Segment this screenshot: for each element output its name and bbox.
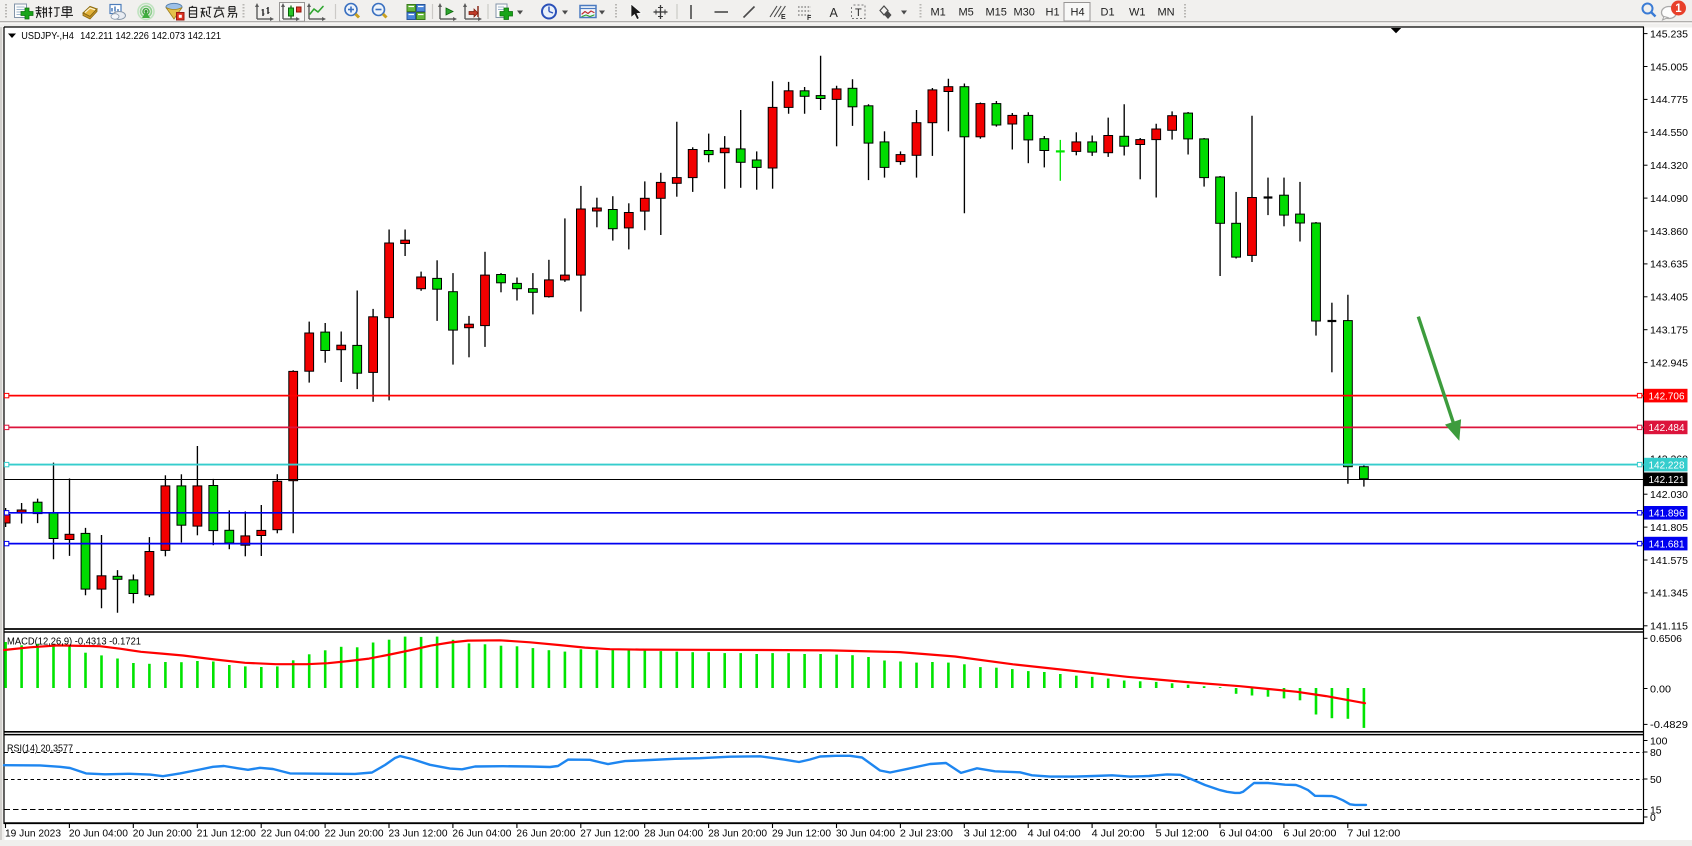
svg-text:141.805: 141.805 bbox=[1650, 522, 1688, 534]
svg-text:143.175: 143.175 bbox=[1650, 325, 1688, 337]
svg-text:144.775: 144.775 bbox=[1650, 94, 1688, 106]
svg-text:141.896: 141.896 bbox=[1649, 508, 1685, 520]
svg-text:MN: MN bbox=[1158, 7, 1175, 19]
svg-text:20 Jun 04:00: 20 Jun 04:00 bbox=[69, 828, 128, 840]
svg-text:142.121: 142.121 bbox=[1649, 474, 1685, 486]
svg-text:141.681: 141.681 bbox=[1649, 538, 1685, 550]
svg-text:M1: M1 bbox=[931, 7, 946, 19]
svg-text:142.211 142.226 142.073 142.12: 142.211 142.226 142.073 142.121 bbox=[80, 30, 221, 42]
svg-text:142.228: 142.228 bbox=[1649, 459, 1685, 471]
svg-text:50: 50 bbox=[1650, 774, 1662, 786]
svg-text:M30: M30 bbox=[1014, 7, 1035, 19]
svg-text:4 Jul 20:00: 4 Jul 20:00 bbox=[1092, 828, 1145, 840]
svg-text:RSI(14) 20.3577: RSI(14) 20.3577 bbox=[7, 743, 73, 755]
svg-text:D1: D1 bbox=[1101, 7, 1115, 19]
svg-text:15: 15 bbox=[1650, 804, 1662, 816]
svg-text:5 Jul 12:00: 5 Jul 12:00 bbox=[1156, 828, 1209, 840]
svg-text:145.005: 145.005 bbox=[1650, 61, 1688, 73]
svg-text:0.00: 0.00 bbox=[1650, 683, 1671, 695]
svg-text:19 Jun 2023: 19 Jun 2023 bbox=[5, 828, 61, 840]
svg-text:30 Jun 04:00: 30 Jun 04:00 bbox=[836, 828, 895, 840]
svg-text:0.6506: 0.6506 bbox=[1650, 633, 1682, 645]
svg-text:143.405: 143.405 bbox=[1650, 292, 1688, 304]
svg-text:6 Jul 20:00: 6 Jul 20:00 bbox=[1283, 828, 1336, 840]
svg-text:142.945: 142.945 bbox=[1650, 357, 1688, 369]
svg-text:M5: M5 bbox=[959, 7, 974, 19]
svg-text:E: E bbox=[781, 14, 786, 21]
svg-text:22 Jun 04:00: 22 Jun 04:00 bbox=[261, 828, 320, 840]
svg-text:80: 80 bbox=[1650, 747, 1662, 759]
svg-text:MACD(12,26,9) -0.4313 -0.1721: MACD(12,26,9) -0.4313 -0.1721 bbox=[7, 636, 141, 648]
svg-text:142.030: 142.030 bbox=[1650, 489, 1688, 501]
svg-text:F: F bbox=[807, 15, 812, 22]
svg-text:M15: M15 bbox=[986, 7, 1007, 19]
svg-text:22 Jun 20:00: 22 Jun 20:00 bbox=[325, 828, 384, 840]
svg-text:23 Jun 12:00: 23 Jun 12:00 bbox=[389, 828, 448, 840]
svg-text:H4: H4 bbox=[1071, 7, 1085, 19]
svg-text:27 Jun 12:00: 27 Jun 12:00 bbox=[580, 828, 639, 840]
svg-text:141.575: 141.575 bbox=[1650, 555, 1688, 567]
svg-text:28 Jun 04:00: 28 Jun 04:00 bbox=[644, 828, 703, 840]
svg-text:-0.4829: -0.4829 bbox=[1650, 719, 1688, 731]
svg-text:145.235: 145.235 bbox=[1650, 28, 1688, 40]
svg-text:W1: W1 bbox=[1129, 7, 1146, 19]
svg-text:144.550: 144.550 bbox=[1650, 127, 1688, 139]
svg-text:20 Jun 20:00: 20 Jun 20:00 bbox=[133, 828, 192, 840]
svg-text:7 Jul 12:00: 7 Jul 12:00 bbox=[1347, 828, 1400, 840]
svg-text:144.320: 144.320 bbox=[1650, 160, 1688, 172]
svg-text:26 Jun 04:00: 26 Jun 04:00 bbox=[452, 828, 511, 840]
svg-text:143.635: 143.635 bbox=[1650, 259, 1688, 271]
svg-text:144.090: 144.090 bbox=[1650, 193, 1688, 205]
svg-text:1: 1 bbox=[1675, 3, 1682, 15]
svg-text:142.484: 142.484 bbox=[1649, 422, 1685, 434]
svg-text:USDJPY-,H4: USDJPY-,H4 bbox=[21, 30, 74, 42]
svg-text:4 Jul 04:00: 4 Jul 04:00 bbox=[1028, 828, 1081, 840]
svg-text:100: 100 bbox=[1650, 735, 1668, 747]
svg-text:2 Jul 23:00: 2 Jul 23:00 bbox=[900, 828, 953, 840]
svg-text:26 Jun 20:00: 26 Jun 20:00 bbox=[516, 828, 575, 840]
svg-text:T: T bbox=[855, 7, 862, 19]
svg-text:29 Jun 12:00: 29 Jun 12:00 bbox=[772, 828, 831, 840]
svg-text:142.706: 142.706 bbox=[1649, 390, 1685, 402]
svg-text:0: 0 bbox=[1650, 812, 1656, 824]
svg-text:A: A bbox=[830, 6, 839, 20]
svg-text:6 Jul 04:00: 6 Jul 04:00 bbox=[1220, 828, 1273, 840]
svg-text:143.860: 143.860 bbox=[1650, 226, 1688, 238]
svg-text:H1: H1 bbox=[1046, 7, 1060, 19]
svg-text:3 Jul 12:00: 3 Jul 12:00 bbox=[964, 828, 1017, 840]
svg-text:28 Jun 20:00: 28 Jun 20:00 bbox=[708, 828, 767, 840]
svg-text:141.115: 141.115 bbox=[1650, 621, 1688, 633]
svg-text:21 Jun 12:00: 21 Jun 12:00 bbox=[197, 828, 256, 840]
svg-text:141.345: 141.345 bbox=[1650, 588, 1688, 600]
